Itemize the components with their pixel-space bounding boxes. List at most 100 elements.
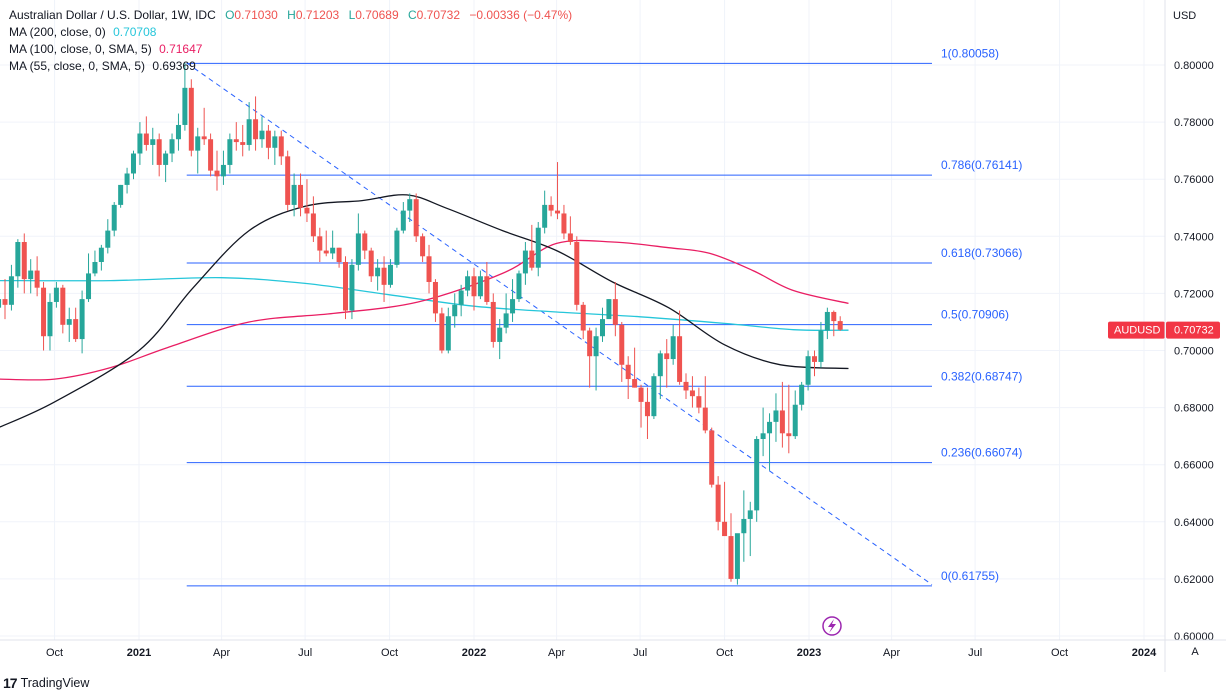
candle [137, 122, 143, 165]
candle-body [2, 299, 8, 305]
candle-body [355, 233, 361, 265]
candle [670, 324, 676, 365]
candle [689, 376, 695, 408]
price-tick-label: 0.62000 [1174, 574, 1214, 586]
candle [638, 384, 644, 428]
candle [587, 327, 593, 388]
time-tick-label: Oct [1051, 647, 1068, 659]
currency-label: USD [1173, 10, 1196, 22]
candle-body [41, 287, 47, 337]
time-tick-label: Jul [968, 647, 982, 659]
candle [362, 230, 368, 260]
candle [741, 490, 747, 562]
candle-body [79, 299, 85, 340]
candle [298, 173, 304, 217]
candle [535, 222, 541, 277]
candle-body [156, 139, 162, 165]
candle-body [60, 287, 66, 325]
candle-body [722, 521, 728, 537]
candle [368, 247, 374, 282]
candle-body [818, 330, 824, 362]
candle-body [0, 299, 2, 308]
candle-body [786, 433, 792, 437]
candle [831, 310, 837, 337]
indicator-ma55[interactable]: MA (55, close, 0, SMA, 5) 0.69369 [9, 58, 196, 74]
candle-body [86, 273, 92, 300]
candle-body [343, 261, 349, 311]
candle [73, 307, 79, 342]
candle [15, 239, 21, 288]
candle [2, 279, 8, 320]
high-label: H [287, 8, 296, 22]
fib-level-label: 0.618(0.73066) [941, 246, 1022, 260]
lightning-icon[interactable] [822, 616, 842, 636]
candle-body [323, 250, 329, 254]
candle-body [587, 330, 593, 357]
candle-body [677, 336, 683, 382]
candle-body [580, 304, 586, 331]
candle-body [734, 533, 740, 579]
candle-body [188, 87, 194, 151]
candle [41, 281, 47, 351]
candle [767, 413, 773, 471]
candle-body [201, 136, 207, 140]
candle-body [567, 233, 573, 243]
candle-body [510, 299, 516, 314]
candle-body [773, 410, 779, 422]
price-chart[interactable]: 1(0.80058) 0.786(0.76141) 0.618(0.73066) 0.… [0, 0, 1226, 672]
price-tick-label: 0.78000 [1174, 117, 1214, 129]
indicator-ma100[interactable]: MA (100, close, 0, SMA, 5) 0.71647 [9, 41, 202, 57]
fib-level-label: 0.5(0.70906) [941, 308, 1009, 322]
candle [272, 130, 278, 165]
candle-body [111, 204, 117, 231]
candle [503, 293, 509, 334]
candle-body [767, 421, 773, 434]
indicator-ma200[interactable]: MA (200, close, 0) 0.70708 [9, 24, 156, 40]
open-value: 0.71030 [234, 8, 278, 22]
time-tick-label: Apr [213, 647, 230, 659]
candle-body [285, 156, 291, 205]
candle-body [8, 276, 14, 305]
symbol-price-tag[interactable]: AUDUSD [1108, 321, 1165, 339]
candle [644, 387, 650, 440]
candle [105, 219, 111, 254]
candle [805, 350, 811, 391]
candle [47, 293, 53, 351]
candle-body [465, 276, 471, 291]
candle [92, 250, 98, 277]
price-tick-label: 0.74000 [1174, 231, 1214, 243]
candle [169, 133, 175, 163]
candle-body [21, 242, 27, 280]
candle [285, 150, 291, 211]
candle-body [599, 319, 605, 337]
candle-body [175, 124, 181, 140]
candle-body [754, 439, 760, 511]
candle [259, 116, 265, 148]
candle [529, 224, 535, 271]
tradingview-logo[interactable]: 17 TradingView [3, 675, 89, 691]
candle-body [375, 267, 381, 277]
candle-body [561, 213, 567, 234]
candle [490, 293, 496, 348]
candle-body [317, 236, 323, 251]
candle-body [246, 119, 252, 145]
candle [432, 279, 438, 322]
candle [124, 167, 130, 194]
candle-body [259, 130, 265, 140]
candle [118, 184, 124, 208]
time-tick-label: 2023 [797, 647, 821, 659]
candle [394, 227, 400, 268]
candle [387, 259, 393, 288]
candle [567, 216, 573, 245]
candle-body [330, 247, 336, 254]
time-axis: Oct 2021 Apr Jul Oct 2022 Apr Jul Oct 2023 Apr Jul O… [0, 0, 1226, 672]
candle [330, 230, 336, 260]
candle [355, 213, 361, 271]
candle-body [812, 356, 818, 362]
symbol-title[interactable]: Australian Dollar / U.S. Dollar, 1W, IDC [9, 8, 216, 22]
candle-body [169, 139, 175, 154]
low-label: L [348, 8, 356, 22]
auto-scale-button[interactable]: A [1186, 642, 1204, 660]
footer-bar: 17 TradingView [0, 672, 1226, 695]
svg-text:A: A [1191, 646, 1199, 658]
